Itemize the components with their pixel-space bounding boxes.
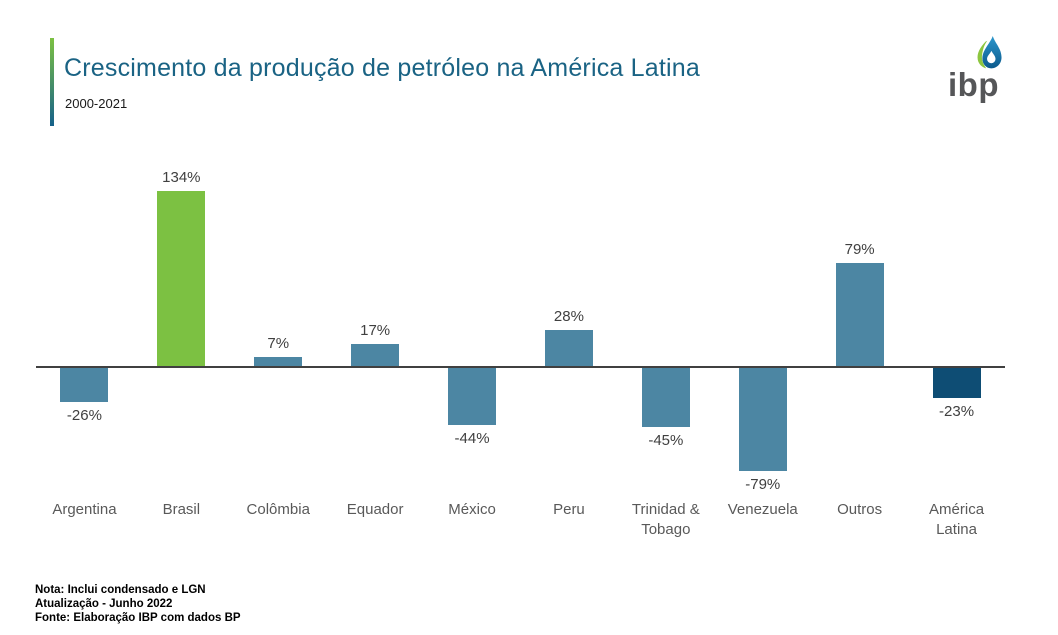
page-subtitle: 2000-2021: [65, 96, 128, 111]
bar: [544, 329, 593, 366]
bar: [932, 368, 981, 398]
title-accent-bar: [50, 38, 54, 126]
category-label: Outros: [837, 501, 883, 518]
bar-value-label: -23%: [939, 402, 975, 420]
bar-value-label: 7%: [267, 334, 290, 352]
bar-value-label: 134%: [162, 169, 201, 187]
bar: [641, 368, 690, 427]
category-label: Colômbia: [246, 501, 310, 518]
drop-flame-icon: [977, 36, 1002, 69]
footer-notes: Nota: Inclui condensado e LGN Atualizaçã…: [35, 583, 241, 625]
bar: [60, 368, 109, 402]
bar-value-label: 79%: [844, 241, 875, 259]
category-label: Peru: [553, 501, 585, 518]
footer-source: Fonte: Elaboração IBP com dados BP: [35, 612, 241, 624]
bar: [738, 368, 787, 471]
bar: [157, 191, 206, 366]
category-label: Equador: [346, 501, 404, 518]
bar: [835, 263, 884, 366]
logo-text: ibp: [948, 66, 999, 103]
category-label: Trinidad & Tobago: [631, 501, 700, 538]
bar: [351, 343, 400, 366]
bar-chart: -26% Argentina 134% Brasil 7% Colômbia 17% Equa…: [36, 150, 1005, 570]
bar: [254, 356, 303, 366]
category-label: Argentina: [52, 501, 117, 518]
bar-value-label: -79%: [745, 475, 781, 493]
category-label: Venezuela: [727, 501, 798, 518]
category-label: México: [448, 501, 496, 518]
bar-value-label: -45%: [648, 431, 684, 449]
category-label: América Latina: [929, 501, 985, 538]
bar: [448, 368, 497, 426]
bar-value-label: 17%: [360, 321, 391, 339]
category-label: Brasil: [162, 501, 201, 518]
bar-value-label: -26%: [66, 406, 102, 424]
footer-note: Nota: Inclui condensado e LGN: [35, 584, 206, 596]
bar-value-label: -44%: [454, 430, 490, 448]
x-axis-line: [36, 366, 1005, 368]
ibp-logo: ibp: [948, 30, 1012, 102]
bar-value-label: 28%: [553, 307, 584, 325]
page-title: Crescimento da produção de petróleo na A…: [64, 54, 700, 82]
footer-update: Atualização - Junho 2022: [35, 598, 173, 610]
